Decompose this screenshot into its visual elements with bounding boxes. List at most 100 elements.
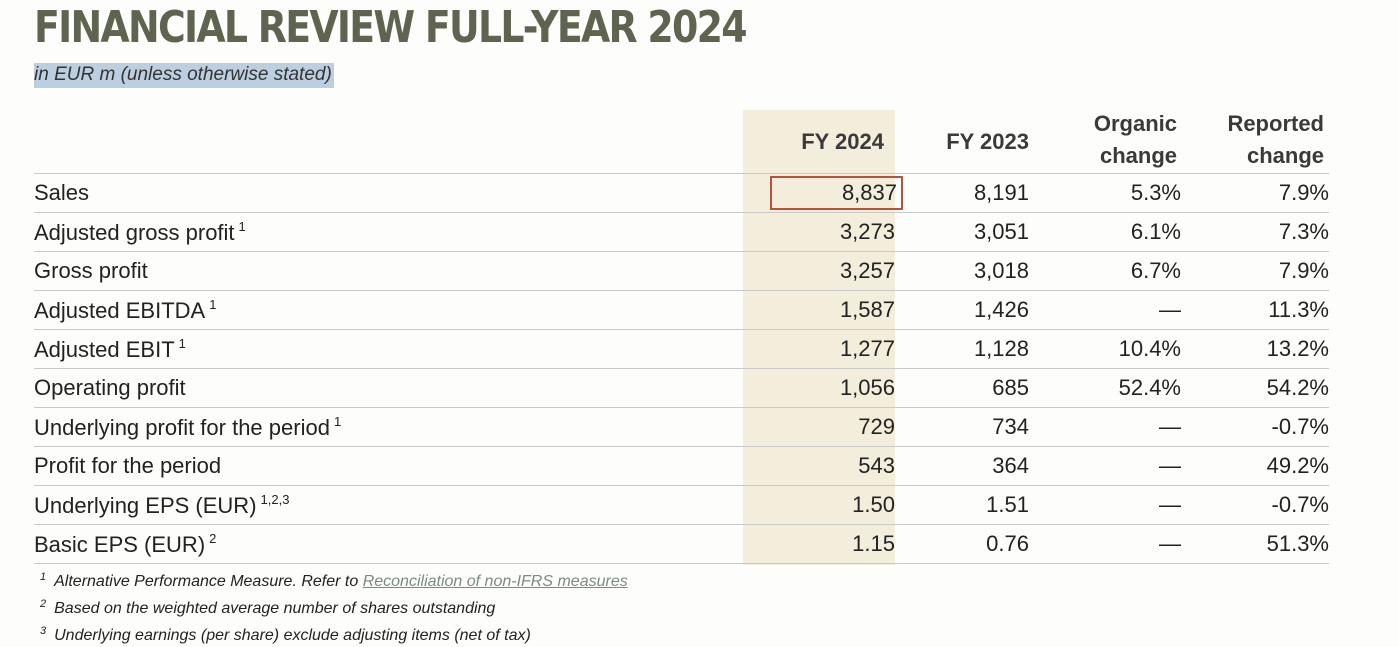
header-fy2024: FY 2024 bbox=[801, 129, 884, 154]
header-organic-change: Organic change bbox=[1029, 108, 1177, 172]
cell-fy2024-wrap: 1.50 bbox=[743, 485, 895, 525]
cell-fy2024: 1.50 bbox=[852, 492, 895, 517]
cell-fy2024-wrap: 729 bbox=[743, 407, 895, 447]
footnote-ref: 1 bbox=[178, 335, 186, 351]
footnote-line: 2 Based on the weighted average number of… bbox=[40, 593, 628, 620]
cell-fy2024: 3,273 bbox=[839, 219, 895, 244]
cell-organic-change: — bbox=[1029, 290, 1181, 330]
cell-fy2023: 734 bbox=[895, 407, 1029, 447]
table-row: Operating profit 1,056 685 52.4% 54.2% bbox=[34, 368, 1329, 408]
row-label: Basic EPS (EUR) 2 bbox=[34, 524, 743, 564]
cell-organic-change: — bbox=[1029, 485, 1181, 525]
cell-fy2024-wrap: 8,837 bbox=[743, 173, 903, 213]
table-row: Adjusted EBIT 1 1,277 1,128 10.4% 13.2% bbox=[34, 329, 1329, 369]
cell-fy2024: 1,056 bbox=[839, 375, 895, 400]
cell-fy2023: 1,426 bbox=[895, 290, 1029, 330]
cell-fy2024: 1,277 bbox=[839, 336, 895, 361]
cell-fy2024-wrap: 1.15 bbox=[743, 524, 895, 564]
unit-subtitle: in EUR m (unless otherwise stated) bbox=[34, 63, 334, 88]
cell-reported-change: -0.7% bbox=[1181, 485, 1329, 525]
footnote-ref: 1,2,3 bbox=[260, 491, 290, 507]
footnote-ref: 1 bbox=[209, 296, 217, 312]
row-label-text: Adjusted EBIT bbox=[34, 336, 175, 362]
footnote-mark: 3 bbox=[40, 625, 47, 637]
header-reported-change: Reported change bbox=[1181, 108, 1324, 172]
header-organic-line1: Organic bbox=[1093, 111, 1177, 136]
cell-fy2023: 685 bbox=[895, 368, 1029, 408]
row-label-text: Underlying profit for the period bbox=[34, 414, 330, 440]
row-label: Underlying profit for the period 1 bbox=[34, 407, 743, 447]
row-label-text: Gross profit bbox=[34, 258, 148, 283]
cell-fy2023: 1.51 bbox=[895, 485, 1029, 525]
row-label-text: Sales bbox=[34, 180, 90, 205]
table-row: Underlying EPS (EUR) 1,2,3 1.50 1.51— -0.7% bbox=[34, 485, 1329, 525]
cell-fy2024-wrap: 3,257 bbox=[743, 251, 895, 291]
cell-reported-change: 7.9% bbox=[1181, 173, 1329, 213]
cell-fy2024: 729 bbox=[858, 414, 895, 439]
cell-reported-change: 54.2% bbox=[1181, 368, 1329, 408]
cell-fy2023: 3,051 bbox=[895, 212, 1029, 252]
cell-organic-change: 52.4% bbox=[1029, 368, 1181, 408]
row-label: Adjusted gross profit 1 bbox=[34, 212, 743, 252]
footnotes: 1 Alternative Performance Measure. Refer … bbox=[40, 566, 628, 647]
cell-organic-change: 5.3% bbox=[1029, 173, 1181, 213]
page-title: FINANCIAL REVIEW FULL-YEAR 2024 bbox=[34, 2, 748, 53]
table-row: Adjusted gross profit 1 3,273 3,051 6.1% 7.3% bbox=[34, 212, 1329, 252]
cell-organic-change: 6.1% bbox=[1029, 212, 1181, 252]
footnote-ref: 1 bbox=[333, 413, 342, 429]
cell-fy2024: 1,587 bbox=[839, 297, 895, 322]
row-label-text: Underlying EPS (EUR) bbox=[34, 492, 257, 518]
cell-organic-change: — bbox=[1029, 524, 1181, 564]
header-reported-line2: change bbox=[1246, 143, 1324, 168]
cell-fy2024-wrap: 543 bbox=[743, 446, 895, 486]
header-reported-line1: Reported bbox=[1227, 111, 1324, 136]
cell-reported-change: 7.3% bbox=[1181, 212, 1329, 252]
cell-organic-change: — bbox=[1029, 446, 1181, 486]
header-fy2023: FY 2023 bbox=[946, 129, 1029, 154]
sales-highlight-box: 8,837 bbox=[769, 176, 903, 210]
cell-fy2024: 543 bbox=[858, 453, 895, 478]
footnote-text: Based on the weighted average number of … bbox=[54, 600, 496, 617]
reconciliation-link[interactable]: Reconciliation of non-IFRS measures bbox=[362, 573, 628, 590]
table-row: Gross profit 3,257 3,018 6.7% 7.9% bbox=[34, 251, 1329, 291]
table-row: Adjusted EBITDA 1 1,587 1,426—11.3% bbox=[34, 290, 1329, 330]
cell-organic-change: — bbox=[1029, 407, 1181, 447]
cell-reported-change: 7.9% bbox=[1181, 251, 1329, 291]
row-label: Gross profit bbox=[34, 251, 743, 291]
cell-fy2024-wrap: 1,277 bbox=[743, 329, 895, 369]
cell-fy2023: 364 bbox=[895, 446, 1029, 486]
table-row: Underlying profit for the period 1 729 734—… bbox=[34, 407, 1329, 447]
cell-fy2024-wrap: 1,056 bbox=[743, 368, 895, 408]
row-label: Underlying EPS (EUR) 1,2,3 bbox=[34, 485, 743, 525]
header-organic-line2: change bbox=[1099, 143, 1177, 168]
cell-organic-change: 10.4% bbox=[1029, 329, 1181, 369]
row-label-text: Operating profit bbox=[34, 375, 186, 400]
cell-fy2023: 0.76 bbox=[895, 524, 1029, 564]
cell-fy2023: 1,128 bbox=[895, 329, 1029, 369]
row-label: Profit for the period bbox=[34, 446, 743, 486]
cell-fy2024: 8,837 bbox=[841, 180, 897, 205]
row-label-text: Profit for the period bbox=[34, 453, 222, 478]
row-label-text: Adjusted gross profit bbox=[34, 219, 235, 245]
row-label: Adjusted EBITDA 1 bbox=[34, 290, 743, 330]
footnote-text: Underlying earnings (per share) exclude … bbox=[54, 627, 531, 644]
cell-reported-change: 11.3% bbox=[1181, 290, 1329, 330]
cell-fy2024: 3,257 bbox=[839, 258, 895, 283]
cell-fy2024-wrap: 1,587 bbox=[743, 290, 895, 330]
cell-fy2024-wrap: 3,273 bbox=[743, 212, 895, 252]
row-label: Operating profit bbox=[34, 368, 743, 408]
row-label-text: Basic EPS (EUR) bbox=[34, 531, 206, 557]
footnote-mark: 2 bbox=[40, 598, 47, 610]
row-label: Sales bbox=[34, 173, 743, 213]
cell-fy2024: 1.15 bbox=[852, 531, 895, 556]
row-label: Adjusted EBIT 1 bbox=[34, 329, 743, 369]
cell-reported-change: -0.7% bbox=[1181, 407, 1329, 447]
table-row: Basic EPS (EUR) 2 1.15 0.76—51.3% bbox=[34, 524, 1329, 564]
footnote-line: 3 Underlying earnings (per share) exclude… bbox=[40, 620, 628, 647]
cell-fy2023: 8,191 bbox=[895, 173, 1029, 213]
footnote-ref: 2 bbox=[209, 530, 217, 546]
footnote-ref: 1 bbox=[238, 218, 246, 234]
table-row: Profit for the period 543 364—49.2% bbox=[34, 446, 1329, 486]
financial-table: Sales 8,837 8,191 5.3% 7.9% Adjusted gross pr… bbox=[34, 173, 1329, 564]
cell-reported-change: 49.2% bbox=[1181, 446, 1329, 486]
